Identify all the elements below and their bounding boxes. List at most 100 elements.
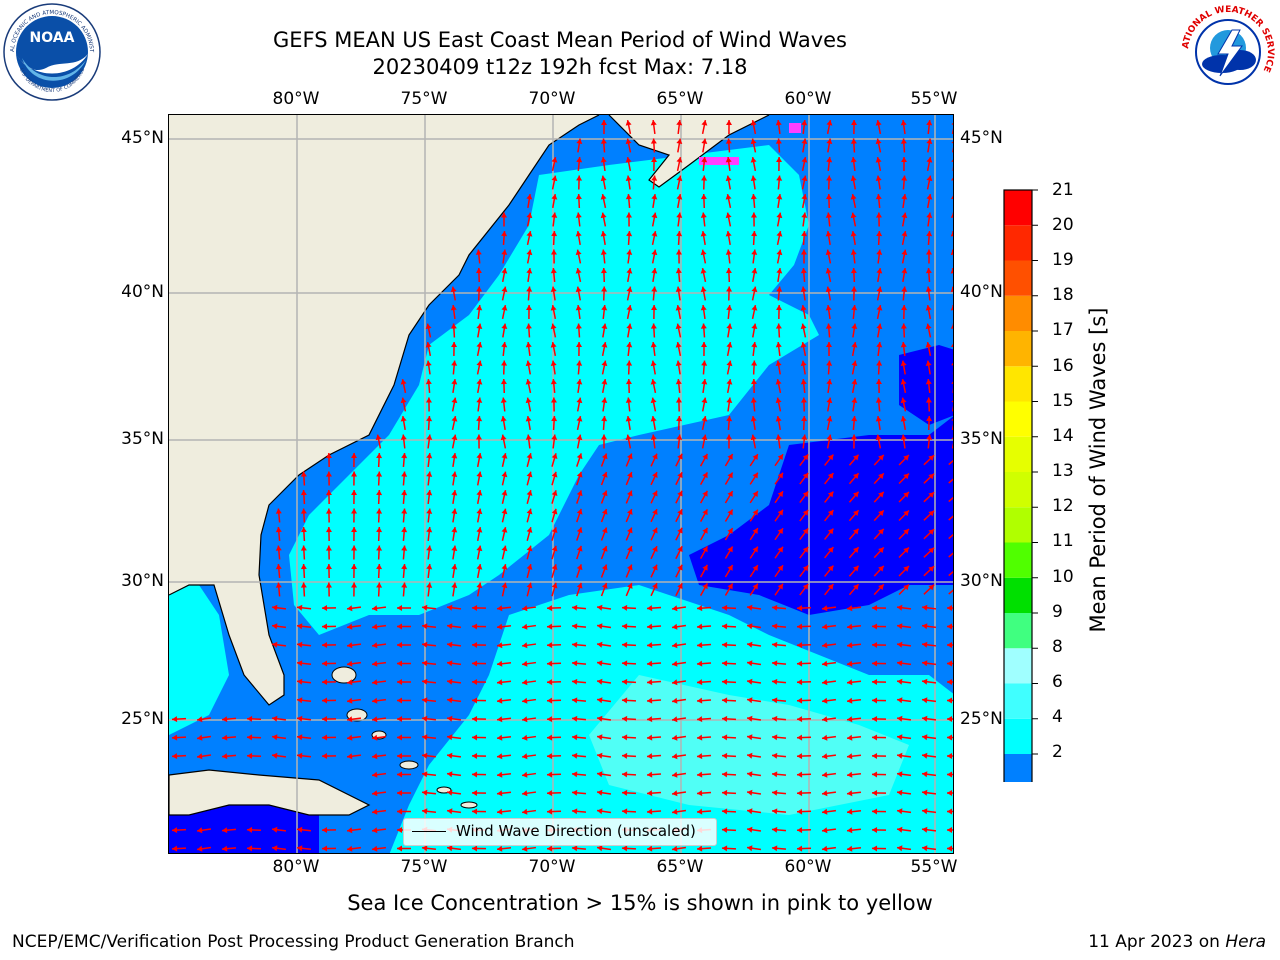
wind-wave-arrow (850, 230, 857, 246)
wind-wave-arrow (850, 249, 857, 264)
wind-wave-arrow (824, 528, 834, 540)
wind-wave-arrow (325, 508, 332, 523)
wind-wave-arrow (575, 286, 582, 301)
lon-tick-label: 70°W (528, 89, 576, 109)
wind-wave-arrow (526, 564, 533, 578)
wind-wave-arrow (675, 267, 682, 283)
wind-wave-arrow (699, 583, 709, 596)
wind-wave-arrow (896, 697, 912, 704)
wind-wave-arrow (946, 826, 953, 833)
wind-wave-arrow (751, 304, 758, 320)
wind-wave-arrow (796, 642, 812, 649)
wind-wave-arrow (926, 212, 933, 227)
wind-wave-arrow (496, 623, 512, 630)
wind-wave-arrow (576, 175, 583, 190)
wind-wave-arrow (325, 452, 332, 468)
wind-wave-arrow (750, 119, 757, 135)
wind-wave-arrow (626, 249, 633, 264)
wind-wave-arrow (650, 434, 657, 449)
wind-wave-arrow (501, 230, 508, 246)
colorbar-tick-label: 15 (1052, 391, 1074, 411)
wind-wave-arrow (621, 771, 637, 778)
wind-wave-arrow (898, 510, 910, 521)
map-canvas (169, 115, 953, 853)
wind-wave-arrow (496, 660, 512, 667)
wind-wave-arrow (426, 526, 433, 542)
wind-wave-arrow (771, 623, 787, 630)
wind-wave-arrow (724, 509, 734, 522)
wind-wave-arrow (896, 789, 912, 796)
wind-wave-arrow (376, 545, 383, 560)
wind-wave-arrow (271, 752, 287, 759)
wind-wave-arrow (848, 509, 860, 522)
wind-wave-arrow (848, 546, 860, 559)
wind-wave-arrow (701, 341, 708, 357)
wind-wave-arrow (446, 752, 462, 759)
wind-wave-arrow (650, 323, 657, 338)
wind-wave-arrow (275, 582, 282, 597)
wind-wave-arrow (621, 641, 637, 648)
wind-wave-arrow (824, 565, 834, 577)
wind-wave-arrow (800, 397, 807, 412)
wind-wave-arrow (848, 491, 860, 503)
wind-wave-arrow (775, 378, 782, 394)
wind-wave-arrow (625, 490, 633, 504)
wind-wave-arrow (774, 453, 784, 467)
wind-wave-arrow (901, 267, 908, 283)
wind-wave-arrow (321, 605, 337, 612)
wind-wave-arrow (346, 827, 362, 834)
wind-wave-arrow (526, 508, 533, 523)
wind-wave-arrow (451, 415, 458, 431)
wind-wave-arrow (821, 679, 837, 686)
wind-wave-arrow (526, 582, 533, 597)
wind-wave-arrow (171, 827, 187, 834)
wind-wave-arrow (801, 156, 808, 172)
wind-wave-arrow (951, 437, 953, 449)
wind-wave-arrow (923, 491, 935, 503)
wind-wave-arrow (796, 660, 812, 667)
wind-wave-arrow (396, 642, 412, 649)
wind-wave-arrow (446, 771, 462, 778)
wind-wave-arrow (421, 715, 437, 722)
wind-wave-arrow (501, 545, 508, 560)
wind-wave-arrow (851, 415, 858, 431)
wind-wave-arrow (923, 454, 935, 466)
wind-wave-arrow (571, 641, 587, 648)
wind-wave-arrow (700, 323, 707, 338)
wind-wave-arrow (750, 138, 757, 153)
wind-wave-arrow (951, 159, 953, 171)
wind-wave-arrow (550, 267, 557, 283)
wind-wave-arrow (525, 415, 532, 431)
wind-wave-arrow (446, 845, 462, 852)
wind-wave-arrow (626, 341, 633, 357)
wind-wave-arrow (800, 378, 807, 394)
wind-wave-arrow (725, 156, 732, 172)
wind-wave-arrow (946, 808, 953, 815)
wind-wave-arrow (721, 641, 737, 648)
wind-wave-arrow (626, 286, 633, 301)
wind-wave-arrow (650, 545, 658, 560)
wind-wave-arrow (396, 734, 412, 741)
wind-wave-arrow (551, 471, 558, 486)
wind-wave-arrow (626, 304, 633, 320)
wind-wave-arrow (821, 605, 837, 612)
wind-wave-arrow (746, 808, 762, 815)
lat-tick-label: 40°N (121, 282, 164, 302)
wind-wave-arrow (951, 381, 953, 393)
wind-wave-arrow (196, 753, 212, 760)
wind-wave-arrow (600, 564, 608, 578)
wind-wave-arrow (824, 583, 834, 596)
wind-wave-arrow (576, 490, 583, 504)
wind-wave-arrow (476, 323, 483, 338)
wind-wave-arrow (446, 808, 462, 815)
wind-wave-arrow (774, 509, 784, 522)
wind-wave-arrow (551, 175, 558, 190)
wind-wave-arrow (951, 177, 953, 190)
wind-wave-arrow (396, 771, 412, 778)
wind-wave-arrow (771, 808, 787, 815)
wind-wave-arrow (300, 563, 307, 579)
wind-wave-arrow (351, 526, 358, 542)
wind-wave-arrow (721, 623, 737, 630)
wind-wave-arrow (871, 715, 887, 722)
wind-wave-arrow (796, 697, 812, 704)
